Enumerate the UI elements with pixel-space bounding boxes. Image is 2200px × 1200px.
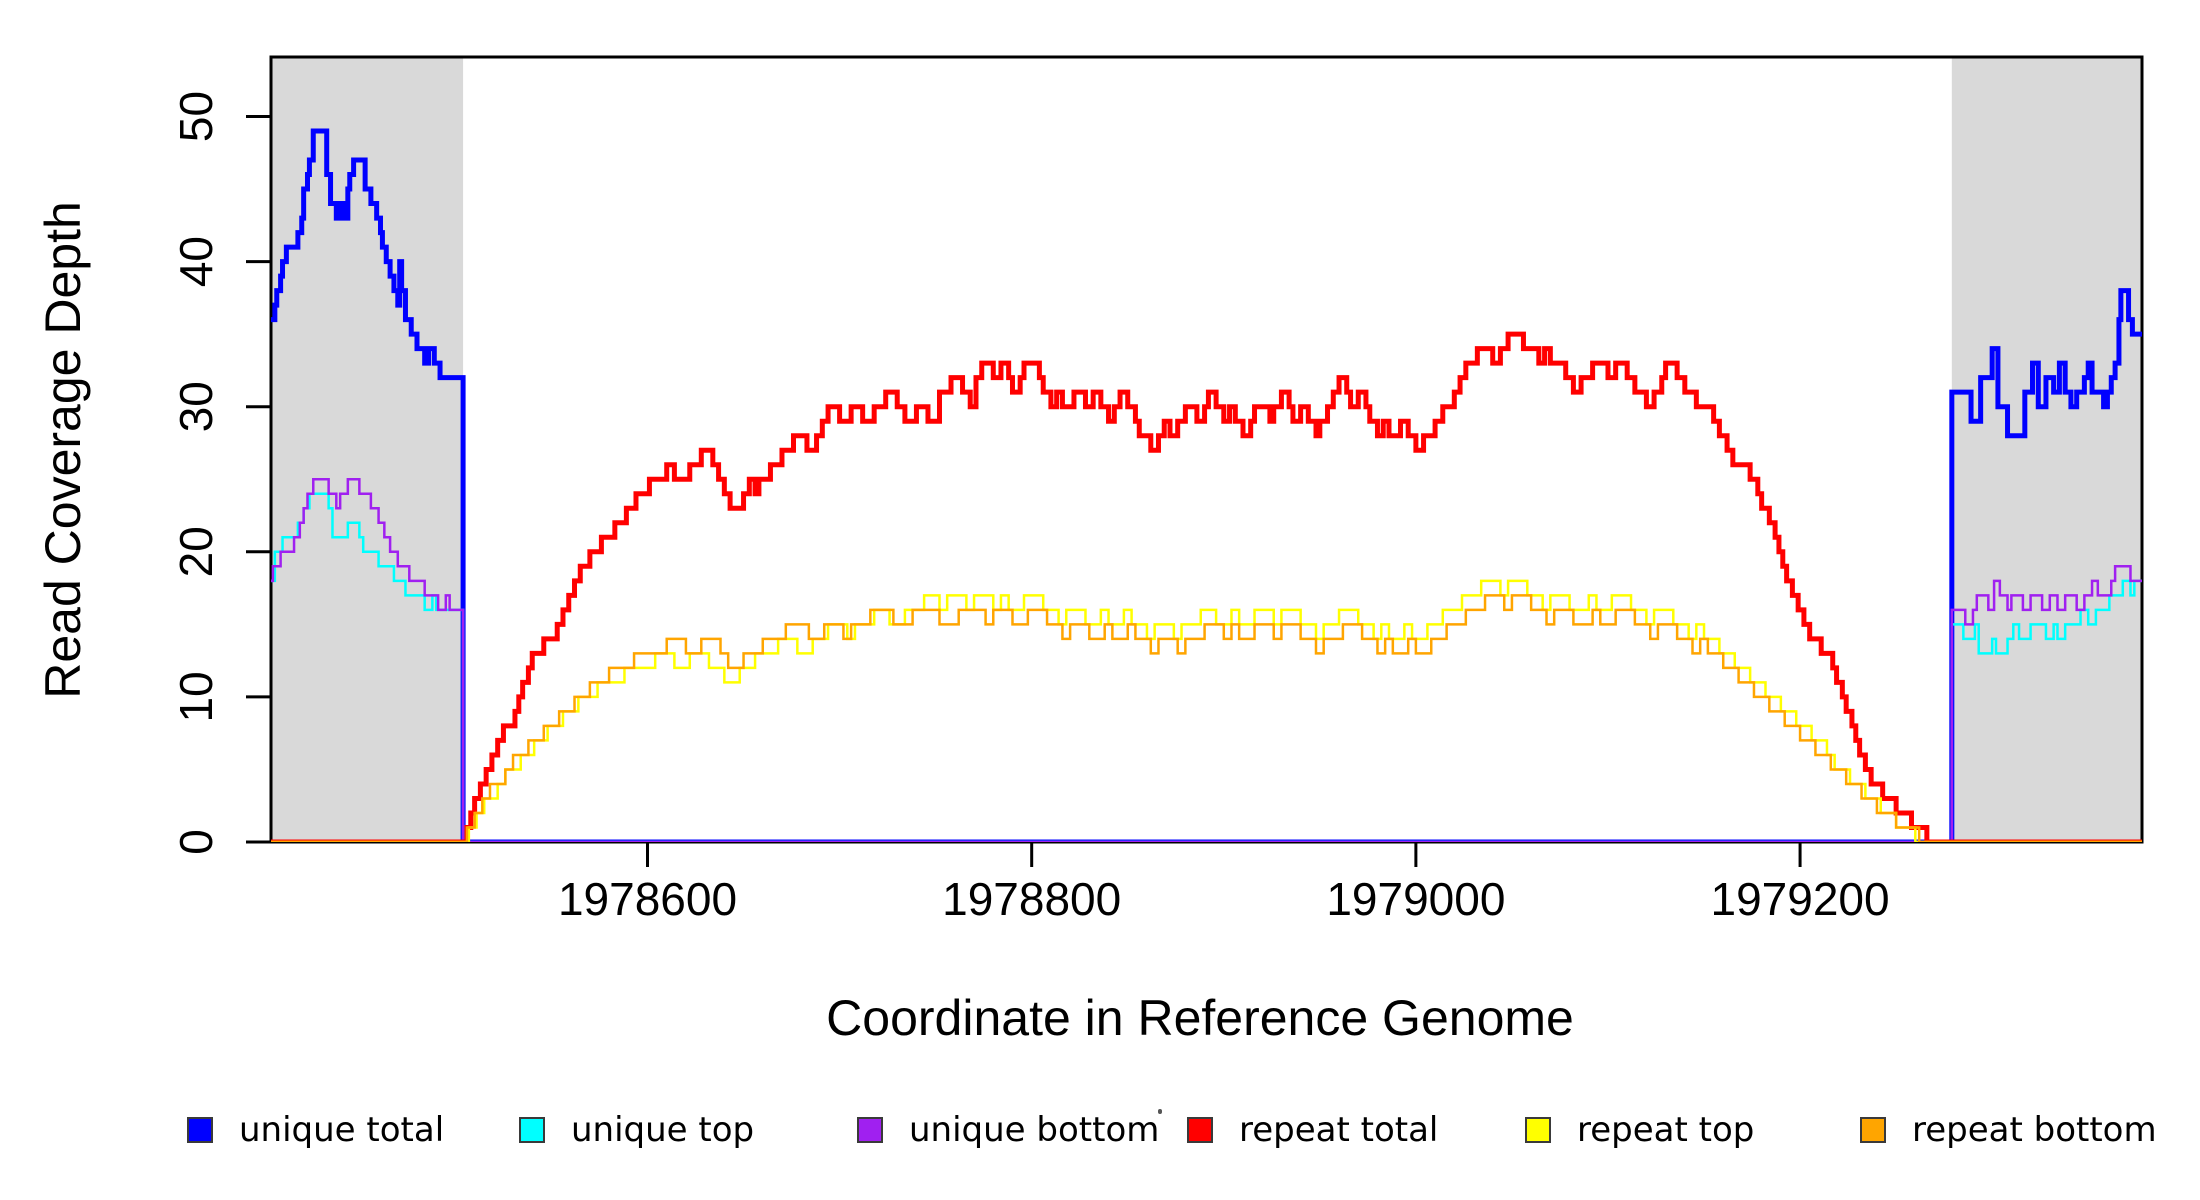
y-tick-label: 10: [170, 671, 222, 722]
x-tick-label: 1979000: [1326, 873, 1505, 925]
repeat-top-swatch-icon: [1525, 1117, 1551, 1143]
legend-item-label: unique top: [571, 1110, 755, 1150]
legend-item-repeat-total: repeat total: [1187, 1100, 1438, 1160]
x-axis-title: Coordinate in Reference Genome: [826, 990, 1574, 1046]
repeat-total-swatch-icon: [1187, 1117, 1213, 1143]
y-tick-label: 20: [170, 526, 222, 577]
data-series-lines: [271, 128, 2142, 842]
stray-dot: [1158, 1109, 1162, 1114]
legend-item-label: unique bottom: [909, 1110, 1160, 1150]
x-tick-label: 1979200: [1711, 873, 1890, 925]
unique-bottom-swatch-icon: [857, 1117, 883, 1143]
y-tick-label: 30: [170, 381, 222, 432]
legend-item-label: repeat top: [1577, 1110, 1755, 1150]
series-repeat-bottom: [271, 594, 2142, 842]
axes: 1978600 1978800 1979000 1979200 0 10 20 30 40 50: [170, 55, 2144, 925]
x-tick-label: 1978800: [942, 873, 1121, 925]
shaded-region: [1951, 57, 2142, 842]
legend-item-unique-total: unique total: [187, 1100, 444, 1160]
plot-box: [269, 55, 2144, 844]
series-repeat-total: [271, 331, 2142, 842]
unique-top-swatch-icon: [519, 1117, 545, 1143]
y-tick-label: 0: [170, 829, 222, 855]
shaded-regions: [271, 57, 2142, 842]
series-unique-total: [271, 128, 2142, 842]
series-repeat-top: [271, 579, 2142, 842]
legend-item-unique-top: unique top: [519, 1100, 754, 1160]
legend-item-repeat-bottom: repeat bottom: [1860, 1100, 2157, 1160]
y-axis-title: Read Coverage Depth: [35, 201, 91, 699]
x-tick-label: 1978600: [558, 873, 737, 925]
series-unique-top: [271, 492, 2142, 842]
legend-item-repeat-top: repeat top: [1525, 1100, 1754, 1160]
y-tick-label: 40: [170, 236, 222, 287]
unique-total-swatch-icon: [187, 1117, 213, 1143]
y-tick-label: 50: [170, 91, 222, 142]
legend-item-unique-bottom: unique bottom: [857, 1100, 1159, 1160]
series-unique-bottom: [271, 477, 2142, 842]
legend-item-label: repeat total: [1239, 1110, 1439, 1150]
legend-item-label: unique total: [239, 1110, 445, 1150]
repeat-bottom-swatch-icon: [1860, 1117, 1886, 1143]
legend: unique total unique top unique bottom re…: [0, 1100, 2200, 1170]
legend-item-label: repeat bottom: [1912, 1110, 2157, 1150]
